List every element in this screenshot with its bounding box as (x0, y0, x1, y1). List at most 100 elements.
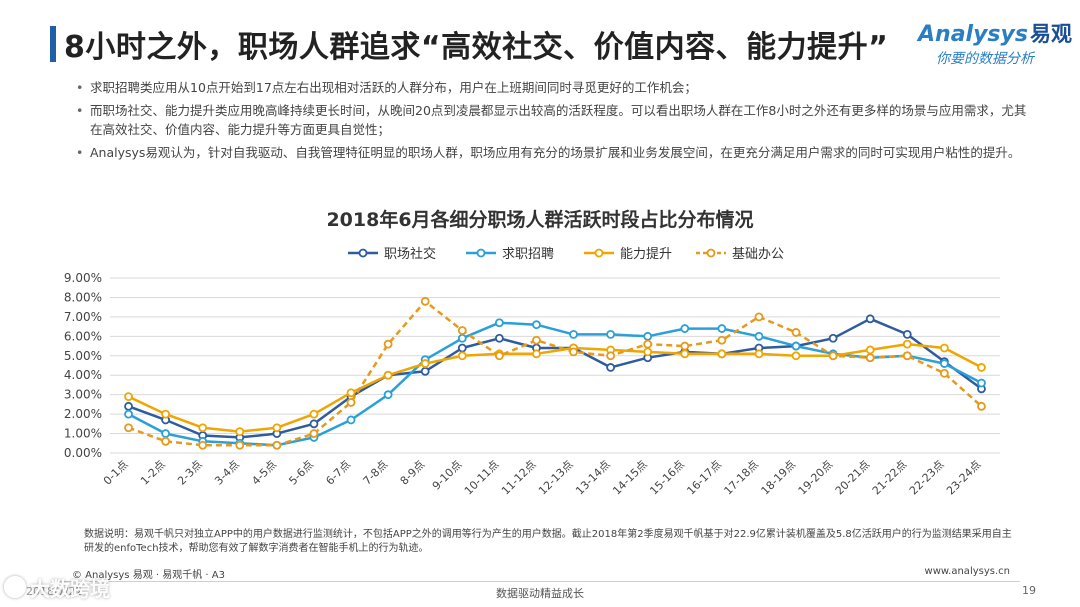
x-tick-label: 1-2点 (138, 458, 168, 488)
footer-date: 2018/7/22 (26, 585, 83, 598)
x-tick-label: 13-14点 (573, 458, 613, 498)
x-tick-label: 4-5点 (249, 458, 279, 488)
wechat-watermark: 大数跨境 (4, 572, 174, 602)
x-tick-label: 2-3点 (175, 458, 205, 488)
data-point (420, 366, 430, 376)
chart-title: 2018年6月各细分职场人群活跃时段占比分布情况 (326, 209, 754, 231)
data-point (643, 347, 653, 357)
data-point (383, 370, 393, 380)
x-tick-label: 0-1点 (101, 458, 131, 488)
legend-label: 能力提升 (620, 246, 672, 262)
data-point (124, 423, 133, 433)
data-point (680, 349, 690, 359)
x-tick-label: 16-17点 (684, 458, 724, 498)
data-point (272, 440, 282, 450)
footer-divider (60, 581, 1020, 582)
data-point (939, 343, 949, 353)
logo-brand-initial: A (918, 22, 936, 47)
bullet-item: Analysys易观认为，针对自我驱动、自我管理特征明显的职场人群，职场应用有充… (76, 143, 1036, 162)
data-point (309, 429, 319, 438)
line-chart: 0.00% 1.00% 2.00% 3.00% 4.00% 5.00% 6.00% 7.00%… (64, 246, 1000, 498)
data-point (902, 339, 912, 349)
data-point (198, 423, 208, 433)
y-tick-label: 5.00% (64, 349, 102, 363)
data-point (606, 329, 616, 339)
x-tick-label: 18-19点 (759, 458, 799, 498)
legend-marker (706, 248, 716, 258)
x-tick-label: 23-24点 (944, 458, 984, 498)
x-tick-label: 6-7点 (323, 458, 353, 488)
data-point (828, 333, 838, 343)
y-tick-label: 1.00% (64, 427, 102, 441)
data-point (420, 359, 430, 368)
title-accent-bar (50, 26, 56, 62)
data-point (977, 401, 986, 411)
x-tick-label: 8-9点 (398, 458, 428, 488)
data-note: 数据说明：易观千帆只对独立APP中的用户数据进行监测统计，不包括APP之外的调用… (84, 529, 1012, 554)
data-point (791, 351, 801, 361)
x-tick-label: 12-13点 (536, 458, 576, 498)
data-point (161, 409, 171, 419)
data-point (457, 326, 467, 335)
data-point (494, 318, 504, 328)
x-tick-label: 19-20点 (796, 458, 836, 498)
y-tick-label: 0.00% (64, 446, 102, 460)
footer-website[interactable]: www.analysys.cn (924, 566, 1010, 577)
data-point (680, 324, 690, 333)
data-point (346, 415, 356, 425)
data-point (865, 353, 875, 363)
legend-marker (476, 248, 486, 258)
x-tick-label: 3-4点 (212, 458, 242, 488)
data-point (494, 333, 504, 343)
logo-brand-cn: 易观 (1029, 22, 1072, 46)
page-number: 19 (1022, 584, 1036, 597)
data-point (569, 329, 578, 339)
watermark-logo-icon (4, 576, 26, 598)
data-point (717, 324, 727, 333)
x-tick-label: 17-18点 (722, 458, 762, 498)
data-point (865, 345, 875, 355)
data-point (606, 363, 616, 372)
data-point (420, 296, 430, 306)
y-tick-label: 4.00% (64, 368, 102, 382)
data-point (161, 429, 171, 438)
x-tick-label: 14-15点 (610, 458, 650, 498)
data-point (198, 440, 208, 450)
data-point (124, 392, 133, 402)
x-tick-label: 10-11点 (462, 458, 502, 498)
data-point (532, 335, 541, 345)
data-point (717, 349, 727, 359)
x-tick-label: 15-16点 (647, 458, 687, 498)
data-point (865, 314, 875, 324)
data-point (272, 423, 282, 433)
legend-marker (594, 248, 604, 258)
data-point (791, 328, 801, 337)
footer-copyright: © Analysys 易观 · 易观千帆 · A3 (72, 570, 225, 581)
x-tick-label: 22-23点 (907, 458, 947, 498)
data-point (532, 320, 541, 330)
data-point (939, 368, 949, 378)
footer-slogan: 数据驱动精益成长 (496, 587, 584, 600)
watermark-text: 大数跨境 (30, 576, 110, 601)
data-point (235, 427, 245, 437)
y-tick-label: 8.00% (64, 290, 102, 304)
logo-brand-text: nalysys (935, 22, 1028, 47)
bullet-item: 求职招聘类应用从10点开始到17点左右出现相对活跃的人群分布，用户在上班期间同时… (76, 78, 1036, 97)
series-line (128, 300, 983, 447)
logo-brand: Analysys易观 (918, 18, 1072, 48)
data-point (383, 339, 393, 349)
data-point (346, 398, 356, 407)
data-point (977, 363, 986, 372)
data-point (828, 351, 838, 361)
x-tick-label: 21-22点 (870, 458, 910, 498)
bullet-item: 而职场社交、能力提升类应用晚高峰持续更长时间，从晚间20点到凌晨都显示出较高的活… (76, 101, 1036, 139)
data-point (235, 440, 245, 450)
x-tick-label: 5-6点 (286, 458, 316, 488)
data-point (754, 331, 764, 341)
data-point (754, 349, 764, 359)
bullet-list: 求职招聘类应用从10点开始到17点左右出现相对活跃的人群分布，用户在上班期间同时… (76, 78, 1036, 166)
data-point (902, 351, 912, 361)
y-tick-label: 6.00% (64, 329, 102, 343)
data-point (754, 312, 764, 322)
legend-label: 基础办公 (732, 247, 784, 262)
